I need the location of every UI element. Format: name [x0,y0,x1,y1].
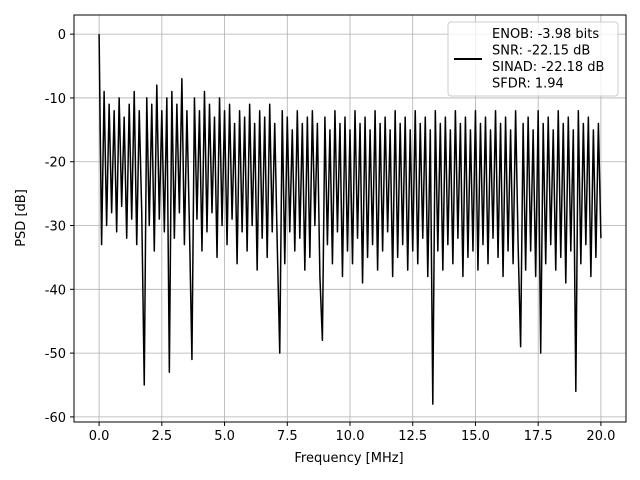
y-tick-label: -40 [45,283,66,298]
y-tick-label: -50 [45,347,66,362]
x-tick-label: 12.5 [398,429,427,444]
y-tick-label: -60 [45,411,66,426]
x-tick-label: 7.5 [277,429,298,444]
x-tick-label: 5.0 [214,429,235,444]
y-tick-label: -30 [45,220,66,235]
x-tick-label: 20.0 [586,429,615,444]
x-tick-label: 2.5 [151,429,172,444]
legend-label: ENOB: -3.98 bits SNR: -22.15 dB SINAD: -22… [492,27,604,92]
y-tick-label: 0 [58,28,66,43]
x-tick-label: 15.0 [461,429,490,444]
y-tick-label: -10 [45,92,66,107]
legend-box [447,21,619,97]
x-tick-label: 0.0 [89,429,110,444]
x-tick-label: 10.0 [336,429,365,444]
y-tick-label: -20 [45,156,66,171]
x-axis-label: Frequency [MHz] [294,451,403,466]
series-line [98,34,602,405]
y-axis-label: PSD [dB] [14,189,29,247]
plot-frame [73,14,627,423]
x-tick-label: 17.5 [524,429,553,444]
